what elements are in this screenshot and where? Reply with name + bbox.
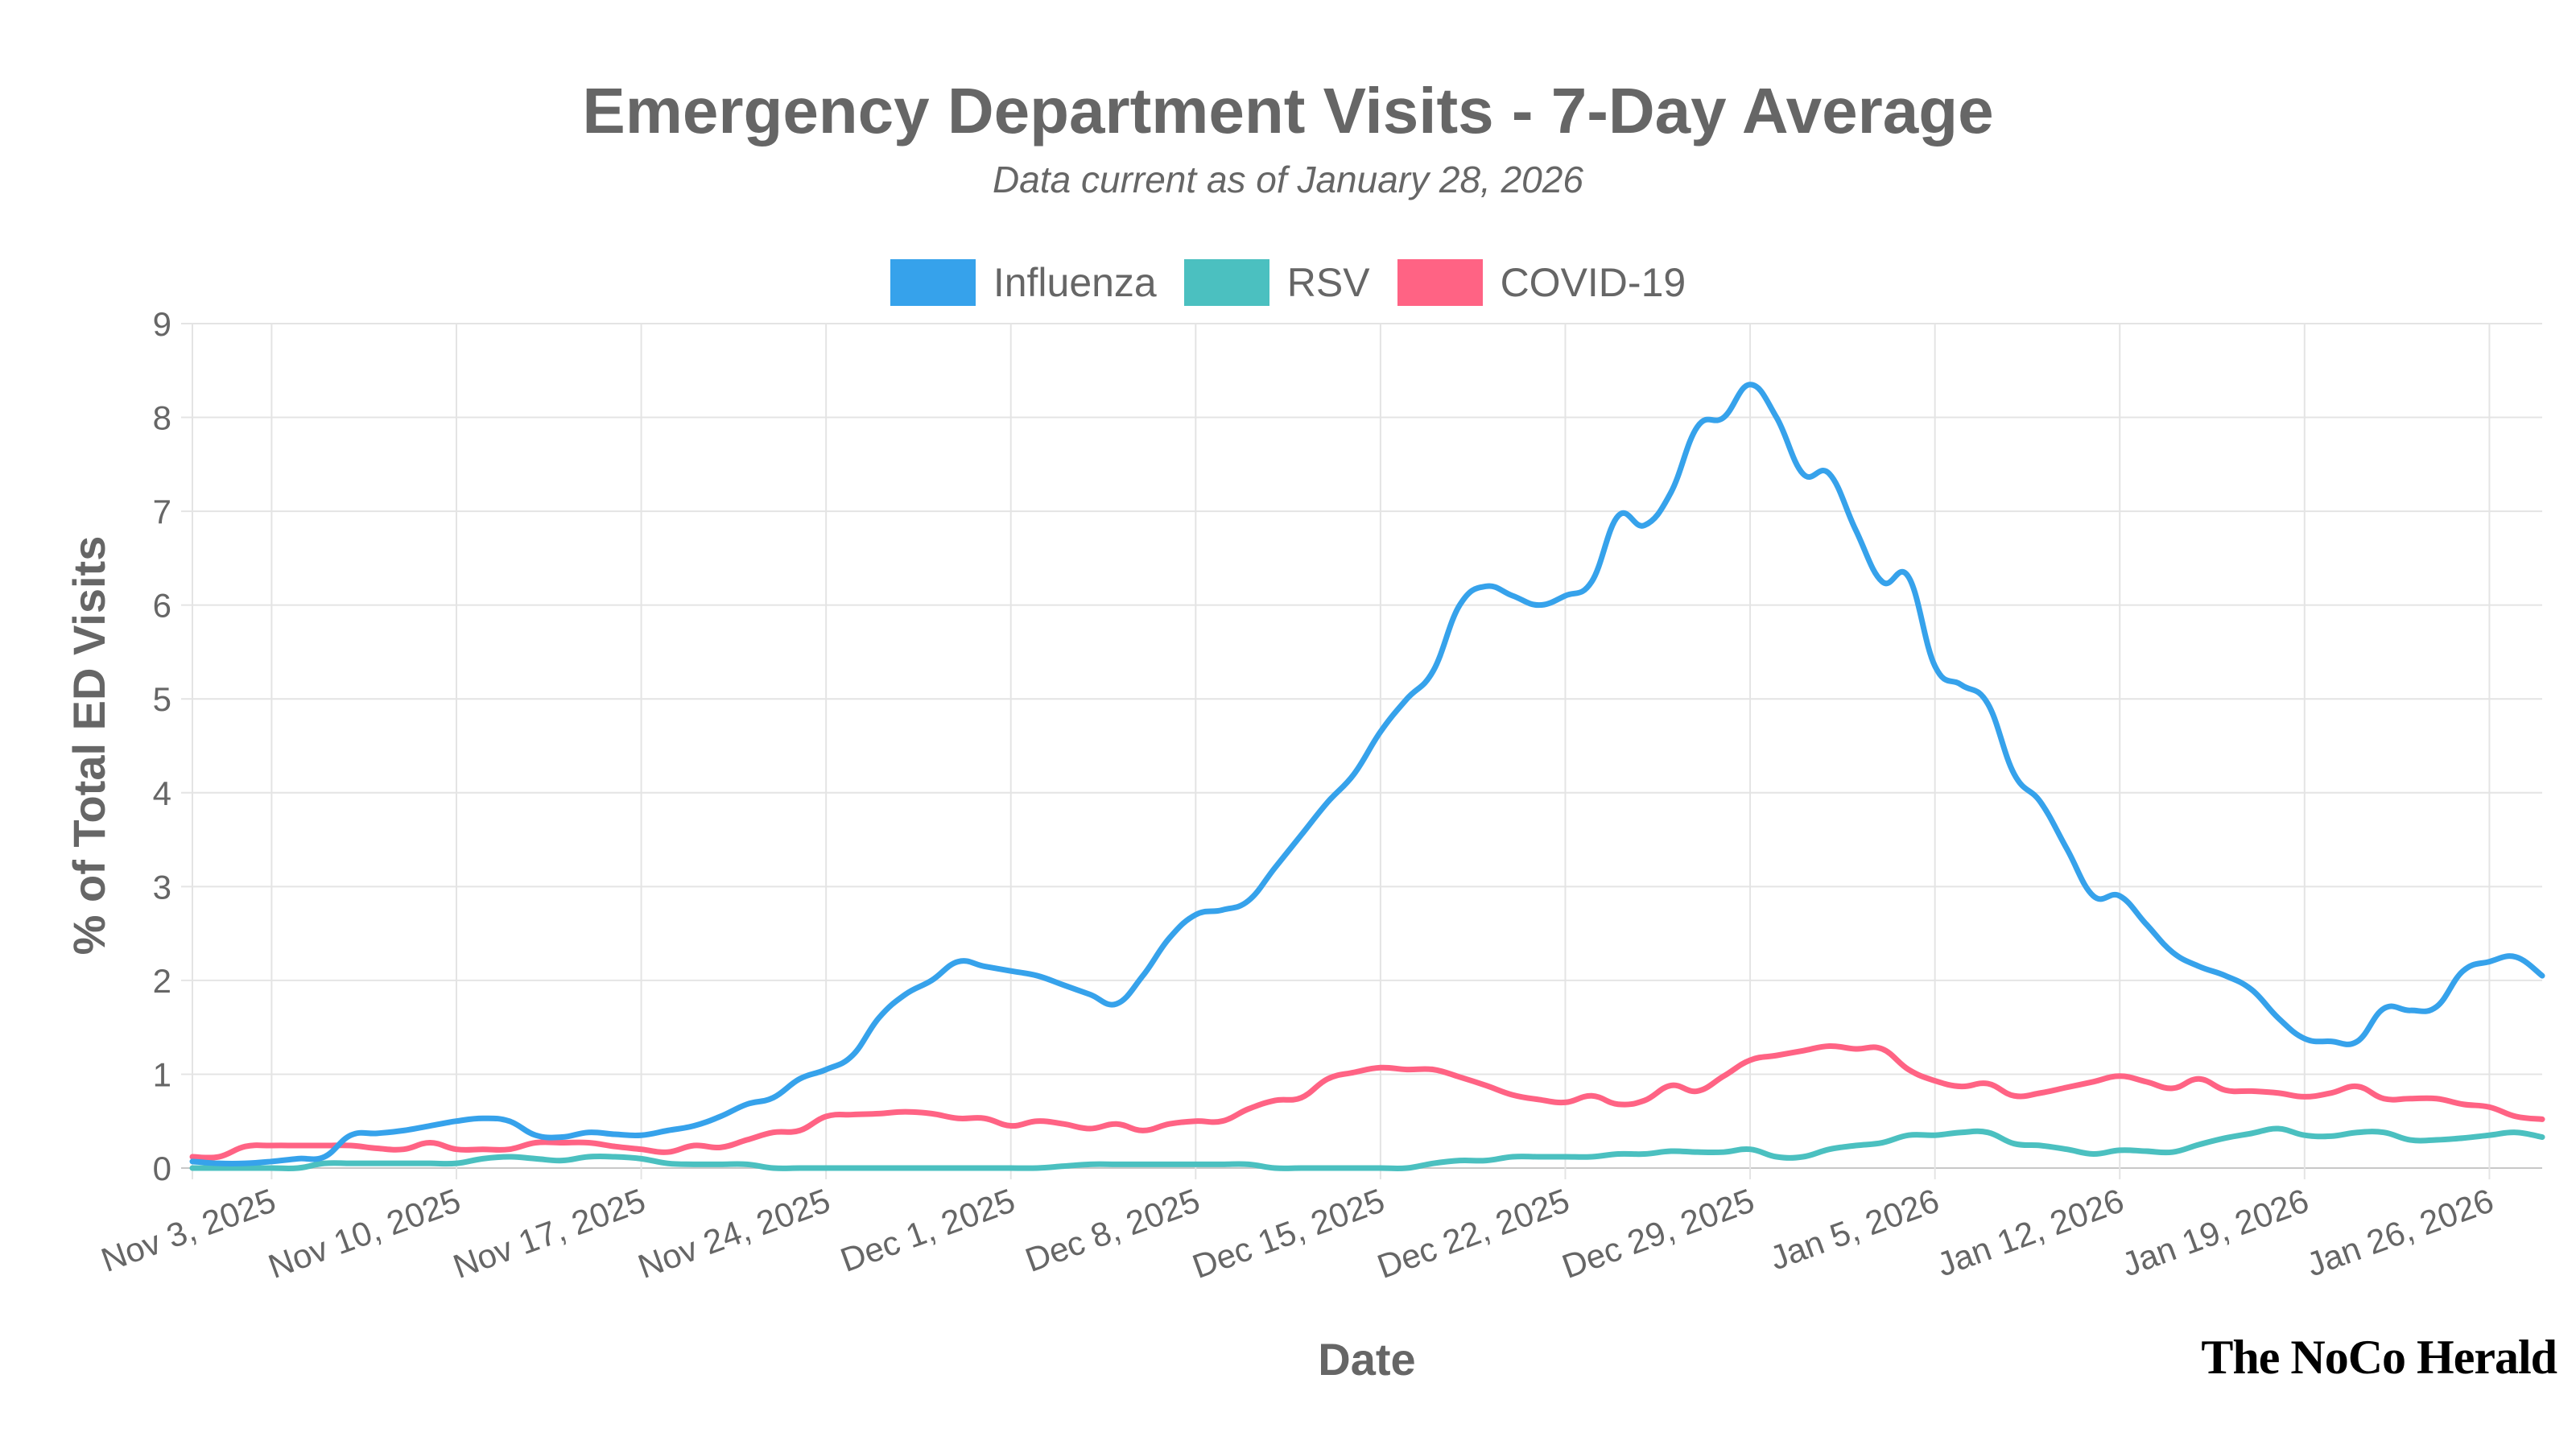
y-tick-label: 6 [153,587,171,625]
x-tick-label: Dec 29, 2025 [1557,1181,1759,1286]
y-tick-label: 9 [153,305,171,343]
y-tick-label: 4 [153,774,171,812]
legend: Influenza RSV COVID-19 [0,259,2576,306]
y-tick-label: 1 [153,1055,171,1093]
y-tick-label: 8 [153,399,171,437]
x-tick-label: Dec 8, 2025 [1020,1181,1204,1279]
chart-subtitle: Data current as of January 28, 2026 [993,159,1583,200]
y-tick-label: 3 [153,868,171,906]
series-lines [189,382,2545,1172]
publisher-logo: The NoCo Herald [2201,1331,2557,1384]
x-tick-label: Jan 12, 2026 [1932,1181,2128,1283]
legend-label-covid: COVID-19 [1500,260,1686,305]
x-tick-label: Jan 5, 2026 [1765,1181,1943,1277]
x-tick-label: Nov 10, 2025 [263,1181,465,1286]
x-tick-label: Dec 15, 2025 [1187,1181,1389,1286]
x-tick-label: Nov 17, 2025 [448,1181,650,1286]
y-tick-label: 0 [153,1150,171,1187]
x-tick-label: Jan 26, 2026 [2301,1181,2498,1283]
series-line-rsv [189,1125,2545,1172]
y-tick-label: 2 [153,962,171,1000]
legend-label-influenza: Influenza [993,260,1157,305]
x-tick-label: Dec 1, 2025 [836,1181,1020,1279]
legend-swatch-influenza [890,259,976,306]
y-axis-label: % of Total ED Visits [64,536,114,956]
chart-title: Emergency Department Visits - 7-Day Aver… [582,75,1994,147]
grid [181,323,2542,1179]
x-tick-label: Nov 24, 2025 [633,1181,835,1286]
y-tick-label: 5 [153,680,171,718]
legend-label-rsv: RSV [1286,260,1370,305]
y-tick-label: 7 [153,493,171,530]
legend-swatch-covid [1397,259,1483,306]
x-tick-label: Dec 22, 2025 [1373,1181,1575,1286]
series-line-covid-19 [189,1042,2545,1161]
series-line-influenza [189,382,2545,1167]
x-tick-label: Nov 3, 2025 [97,1181,281,1279]
x-tick-label: Jan 19, 2026 [2117,1181,2314,1283]
y-axis-ticks: 0 1 2 3 4 5 6 7 8 9 [153,305,171,1187]
legend-item-rsv[interactable]: RSV [1183,259,1370,306]
x-axis-label: Date [1318,1334,1415,1385]
legend-item-covid[interactable]: COVID-19 [1397,259,1686,306]
legend-item-influenza[interactable]: Influenza [890,259,1157,306]
legend-swatch-rsv [1183,259,1269,306]
